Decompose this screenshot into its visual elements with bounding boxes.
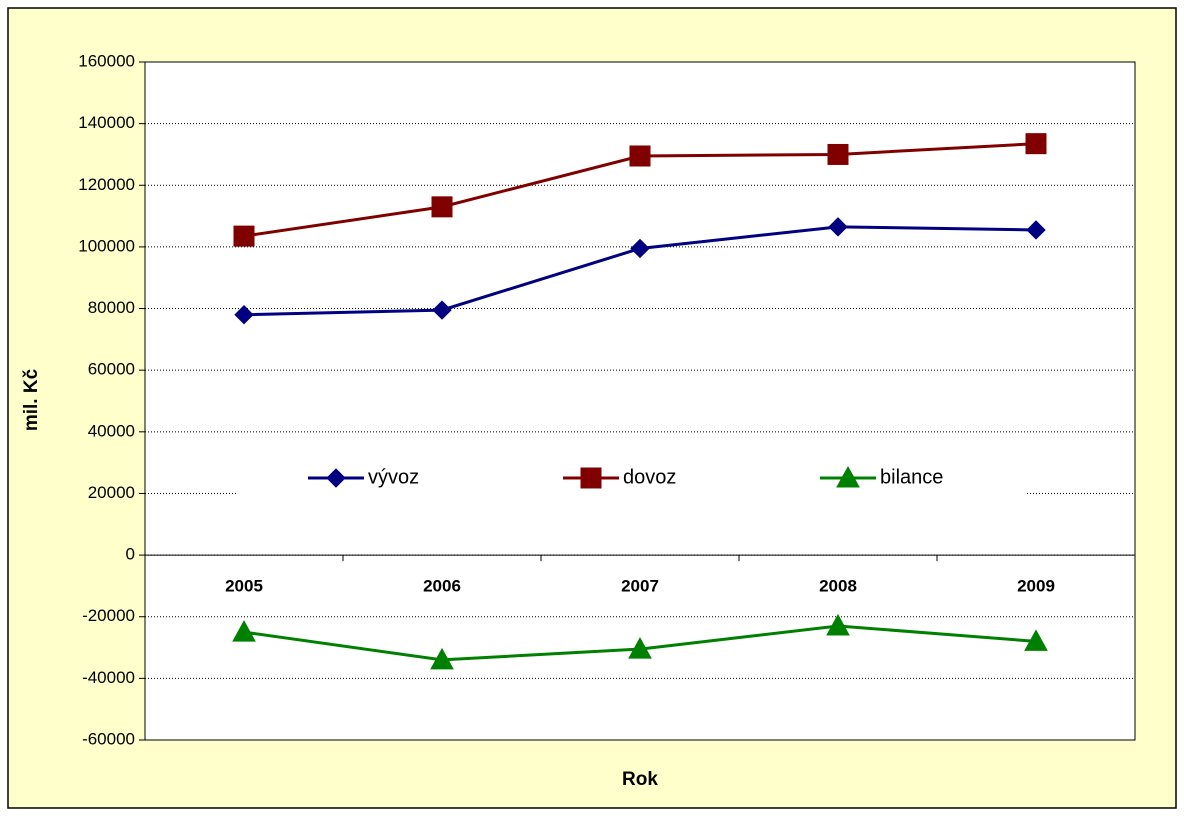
- marker: [326, 468, 346, 488]
- marks: [232, 133, 1048, 670]
- y-tick-label: 140000: [78, 113, 135, 132]
- y-tick-label: 80000: [88, 298, 135, 317]
- y-tick-label: 60000: [88, 360, 135, 379]
- marker: [628, 637, 652, 659]
- marker: [1025, 133, 1047, 155]
- marker: [432, 300, 452, 320]
- marker: [630, 238, 650, 259]
- y-tick-label: 100000: [78, 236, 135, 255]
- marker: [430, 647, 454, 670]
- legend-label: bilance: [880, 466, 943, 488]
- marker: [580, 467, 602, 489]
- y-tick-label: 20000: [88, 483, 135, 502]
- marker: [827, 143, 849, 165]
- x-tick-label: 2008: [819, 577, 857, 596]
- y-axis-title: mil. Kč: [21, 368, 42, 431]
- legend: vývoz dovoz bilance: [237, 458, 1025, 498]
- y-tick-label: 0: [126, 545, 135, 564]
- marker: [1026, 220, 1046, 240]
- y-tick-label: 40000: [88, 421, 135, 440]
- plot-area: [144, 61, 1136, 741]
- y-tick-label: -60000: [82, 729, 135, 748]
- legend-bg: [237, 458, 1025, 498]
- x-axis-title: Rok: [622, 769, 658, 790]
- marker: [836, 465, 860, 488]
- marker: [826, 613, 850, 636]
- x-tick-label: 2006: [423, 577, 461, 596]
- y-tick-label: -20000: [82, 606, 135, 625]
- legend-label: vývoz: [368, 466, 419, 488]
- legend-label: dovoz: [623, 466, 676, 488]
- marker: [232, 620, 256, 642]
- x-tick-label: 2009: [1017, 577, 1055, 596]
- marker: [828, 217, 848, 237]
- marker: [431, 196, 453, 218]
- marker: [234, 305, 254, 325]
- x-tick-label: 2005: [225, 577, 263, 596]
- x-tick-label: 2007: [621, 577, 659, 596]
- marker: [1024, 629, 1048, 651]
- marker: [233, 225, 255, 247]
- marker: [629, 145, 651, 167]
- y-tick-label: 120000: [78, 175, 135, 194]
- y-tick-label: -40000: [82, 668, 135, 687]
- y-tick-label: 160000: [78, 51, 135, 70]
